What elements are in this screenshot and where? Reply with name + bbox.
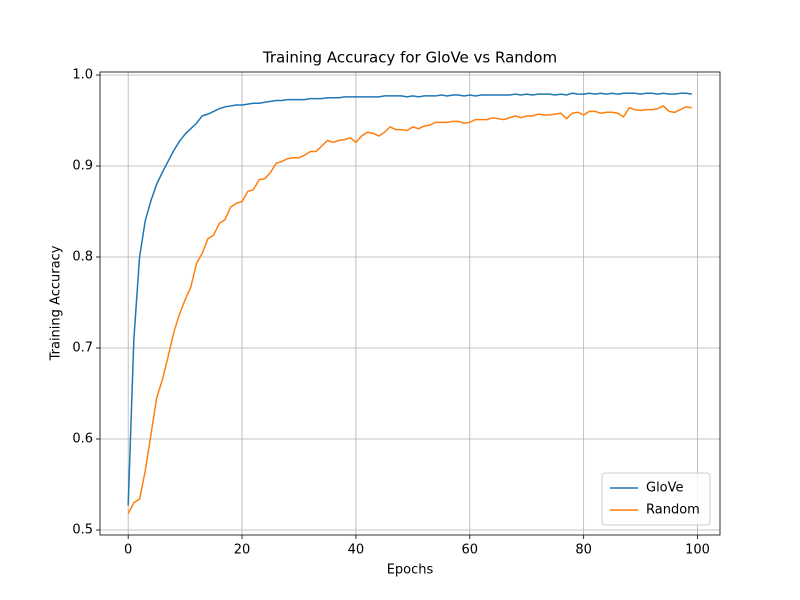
x-tick-label: 60 — [462, 543, 479, 558]
y-tick-label: 0.6 — [72, 431, 93, 446]
y-tick-label: 0.9 — [72, 159, 93, 174]
x-tick-label: 20 — [234, 543, 251, 558]
x-axis-label: Epochs — [387, 563, 434, 578]
legend-label: Random — [646, 503, 700, 518]
axes-frame — [99, 71, 721, 536]
x-tick-label: 100 — [685, 543, 710, 558]
data-line — [127, 105, 692, 514]
y-tick-label: 0.7 — [72, 340, 93, 355]
chart-title: Training Accuracy for GloVe vs Random — [262, 49, 557, 67]
x-tick-label: 0 — [124, 543, 132, 558]
y-tick-label: 1.0 — [72, 68, 93, 83]
x-tick-label: 40 — [348, 543, 365, 558]
y-tick-label: 0.5 — [72, 522, 93, 537]
x-tick-label: 80 — [575, 543, 592, 558]
y-axis-label: Training Accuracy — [49, 245, 64, 361]
legend-label: GloVe — [646, 481, 684, 496]
y-tick-label: 0.8 — [72, 249, 93, 264]
data-line — [127, 92, 692, 506]
legend-box — [601, 472, 711, 526]
